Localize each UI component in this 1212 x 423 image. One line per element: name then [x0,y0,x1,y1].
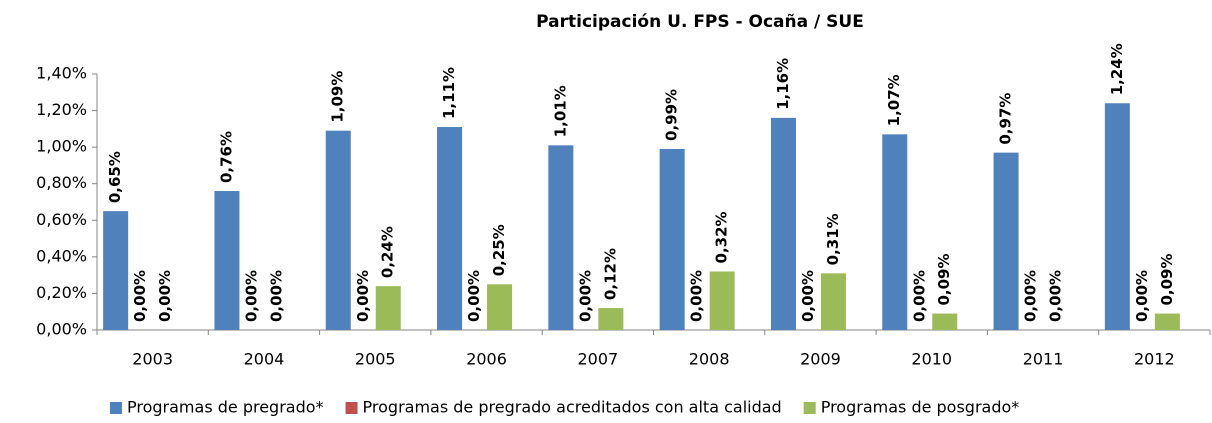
bar [103,211,129,330]
legend-label: Programas de pregrado acreditados con al… [363,398,782,417]
x-tick-label: 2009 [800,350,841,369]
data-label: 1,11% [440,67,458,119]
data-label: 0,00% [242,270,260,322]
bar [709,271,735,330]
data-label: 0,65% [106,151,124,203]
data-label: 1,09% [329,71,347,123]
bar [1154,313,1180,330]
x-tick-label: 2006 [466,350,507,369]
data-label: 0,00% [1133,270,1151,322]
x-tick-label: 2004 [244,350,285,369]
legend-swatch [345,402,358,414]
x-tick-label: 2005 [355,350,396,369]
data-label: 1,16% [774,58,792,110]
x-tick-label: 2007 [577,350,618,369]
data-label: 1,07% [885,74,903,126]
bar [659,148,685,330]
data-label: 0,25% [490,224,508,276]
data-label: 1,24% [1108,43,1126,95]
bar [820,273,846,330]
bar [487,284,513,330]
x-tick-label: 2010 [911,350,952,369]
y-tick-label: 0,80% [36,173,87,192]
bar [437,127,463,331]
data-label: 0,24% [379,226,397,278]
bar [932,313,958,330]
data-label: 1,01% [551,85,569,137]
data-label: 0,00% [688,270,706,322]
y-tick-label: 1,20% [36,100,87,119]
data-label: 0,00% [1047,270,1065,322]
bar [598,308,624,330]
data-label: 0,99% [663,89,681,141]
chart-title: Participación U. FPS - Ocaña / SUE [536,12,864,32]
y-tick-label: 0,00% [36,320,87,339]
bar [214,191,240,330]
legend-swatch [803,402,816,414]
data-label: 0,12% [601,248,619,300]
bar [325,130,351,330]
y-tick-label: 0,40% [36,246,87,265]
data-label: 0,97% [997,93,1015,145]
data-label: 0,00% [799,270,817,322]
data-label: 0,09% [935,253,953,305]
data-label: 0,00% [156,270,174,322]
legend-swatch [110,402,122,414]
data-label: 0,00% [267,270,285,322]
x-tick-label: 2011 [1023,350,1064,369]
data-label: 0,00% [576,270,594,322]
legend-label: Programas de posgrado* [821,398,1020,417]
data-label: 0,00% [465,270,483,322]
data-label: 0,31% [824,213,842,265]
y-tick-label: 0,60% [36,210,87,229]
bar [548,145,574,330]
data-label: 0,76% [217,131,235,183]
x-tick-label: 2008 [689,350,730,369]
bar [993,152,1019,330]
x-tick-label: 2012 [1134,350,1175,369]
y-tick-label: 0,20% [36,283,87,302]
bar [1104,103,1130,330]
bar [375,286,401,330]
y-tick-label: 1,40% [36,64,87,83]
data-label: 0,00% [910,270,928,322]
bar [882,134,908,330]
bar [770,117,796,330]
legend-label: Programas de pregrado* [127,398,324,417]
x-tick-label: 2003 [132,350,173,369]
data-label: 0,00% [354,270,372,322]
y-tick-label: 1,00% [36,137,87,156]
data-label: 0,32% [713,211,731,263]
data-label: 0,00% [131,270,149,322]
data-label: 0,00% [1022,270,1040,322]
data-label: 0,09% [1158,253,1176,305]
